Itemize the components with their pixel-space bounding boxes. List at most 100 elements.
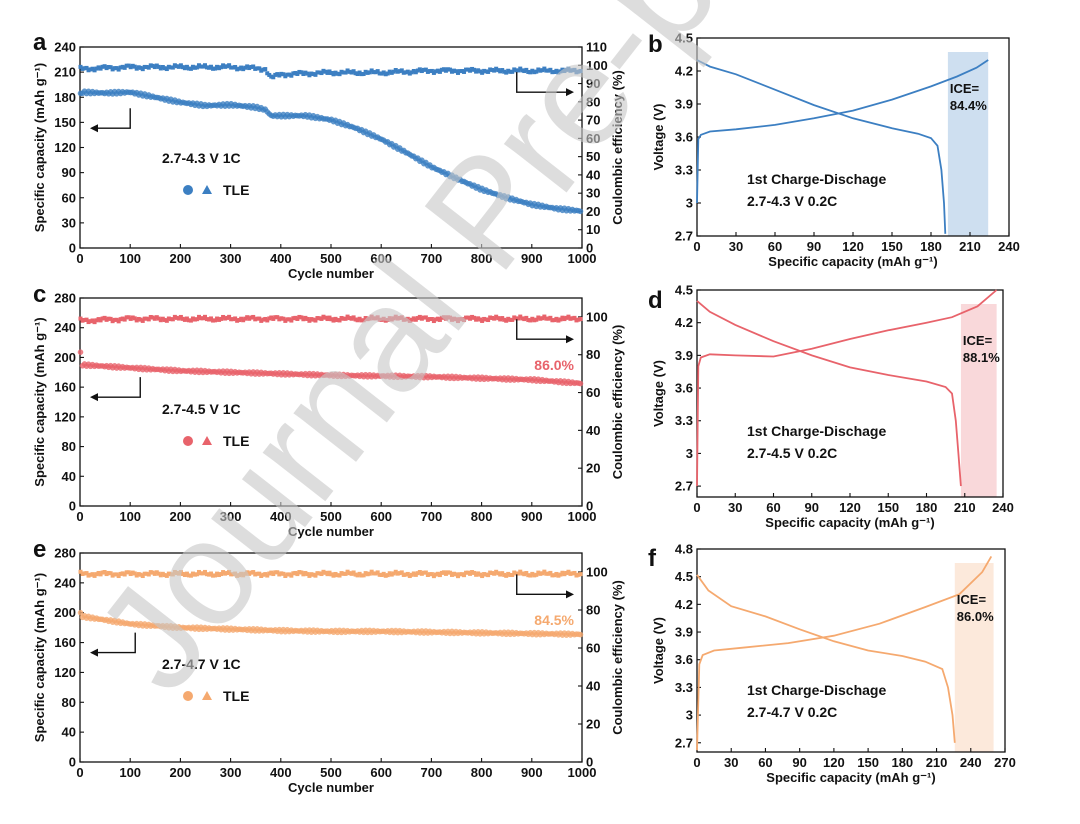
efficiency-point	[174, 570, 179, 575]
efficiency-point	[470, 66, 475, 71]
efficiency-point	[413, 572, 418, 577]
efficiency-point	[462, 318, 467, 323]
efficiency-point	[453, 69, 458, 74]
efficiency-point	[245, 315, 250, 320]
efficiency-point	[443, 316, 448, 321]
efficiency-point	[478, 69, 483, 74]
y-tick-label: 3.9	[675, 348, 693, 363]
efficiency-point	[180, 316, 185, 321]
efficiency-point	[439, 67, 444, 72]
note-line-1: 1st Charge-Dischage	[747, 682, 886, 698]
efficiency-point	[572, 315, 577, 320]
efficiency-point	[399, 570, 404, 575]
efficiency-point	[447, 67, 452, 72]
efficiency-point	[534, 69, 539, 74]
efficiency-point	[570, 316, 575, 321]
efficiency-point	[219, 316, 224, 321]
efficiency-point	[188, 318, 193, 323]
efficiency-point	[172, 314, 177, 319]
efficiency-point	[122, 572, 127, 577]
efficiency-series	[78, 63, 583, 80]
efficiency-point	[168, 572, 173, 577]
efficiency-point	[536, 67, 541, 72]
efficiency-point	[558, 572, 563, 577]
efficiency-point	[508, 69, 513, 74]
efficiency-point	[502, 69, 507, 74]
legend-circle-marker	[183, 185, 193, 195]
efficiency-point	[120, 571, 125, 576]
y-tick-label: 200	[54, 605, 76, 620]
watermark: Journal Pre-proof	[63, 0, 909, 720]
efficiency-point	[249, 570, 254, 575]
y-tick-label: 4.2	[675, 597, 693, 612]
y-tick-label: 40	[62, 725, 76, 740]
right-arrowhead	[566, 590, 574, 599]
x-tick-label: 150	[877, 500, 899, 515]
y-tick-label: 120	[54, 140, 76, 155]
efficiency-point	[369, 68, 374, 73]
efficiency-point	[186, 66, 191, 71]
efficiency-point	[213, 573, 218, 578]
efficiency-point	[403, 70, 408, 75]
y2-tick-label: 20	[586, 461, 600, 476]
efficiency-point	[162, 317, 167, 322]
efficiency-point	[578, 317, 583, 322]
y-tick-label: 150	[54, 115, 76, 130]
y-axis-label: Voltage (V)	[651, 360, 666, 427]
efficiency-point	[578, 572, 583, 577]
efficiency-point	[522, 69, 527, 74]
efficiency-point	[486, 318, 491, 323]
efficiency-point	[371, 571, 376, 576]
efficiency-point	[413, 70, 418, 75]
capacity-point	[577, 631, 584, 638]
capacity-series	[77, 88, 584, 215]
efficiency-point	[462, 573, 467, 578]
efficiency-point	[124, 315, 129, 320]
y-tick-label: 210	[54, 65, 76, 80]
efficiency-point	[345, 569, 350, 574]
efficiency-point	[321, 569, 326, 574]
efficiency-point	[281, 72, 286, 77]
efficiency-point	[243, 65, 248, 70]
efficiency-point	[116, 67, 121, 72]
efficiency-point	[393, 569, 398, 574]
efficiency-point	[397, 571, 402, 576]
x-tick-label: 240	[992, 500, 1014, 515]
ice-shaded-region	[947, 52, 989, 236]
efficiency-point	[474, 572, 479, 577]
efficiency-point	[516, 316, 521, 321]
efficiency-point	[572, 570, 577, 575]
efficiency-point	[120, 64, 125, 69]
efficiency-point	[349, 316, 354, 321]
efficiency-point	[409, 317, 414, 322]
efficiency-point	[213, 66, 218, 71]
efficiency-point	[327, 69, 332, 74]
efficiency-point	[176, 316, 181, 321]
efficiency-point	[401, 572, 406, 577]
efficiency-point	[337, 72, 342, 77]
efficiency-point	[249, 64, 254, 69]
efficiency-point	[168, 317, 173, 322]
y2-tick-label: 90	[586, 76, 600, 91]
efficiency-point	[146, 65, 151, 70]
efficiency-point	[92, 320, 97, 325]
efficiency-point	[498, 317, 503, 322]
efficiency-point	[379, 317, 384, 322]
y-tick-label: 80	[62, 695, 76, 710]
efficiency-point	[423, 315, 428, 320]
efficiency-point	[209, 64, 214, 69]
y2-tick-label: 110	[586, 40, 607, 55]
efficiency-point	[128, 65, 133, 70]
efficiency-point	[550, 70, 555, 75]
y-tick-label: 3	[686, 708, 693, 723]
efficiency-point	[401, 70, 406, 75]
efficiency-point	[150, 63, 155, 68]
efficiency-point	[488, 315, 493, 320]
efficiency-point	[355, 573, 360, 578]
efficiency-point	[500, 68, 505, 73]
efficiency-point	[435, 316, 440, 321]
efficiency-point	[78, 316, 83, 321]
efficiency-point	[496, 68, 501, 73]
x-tick-label: 180	[920, 239, 942, 254]
